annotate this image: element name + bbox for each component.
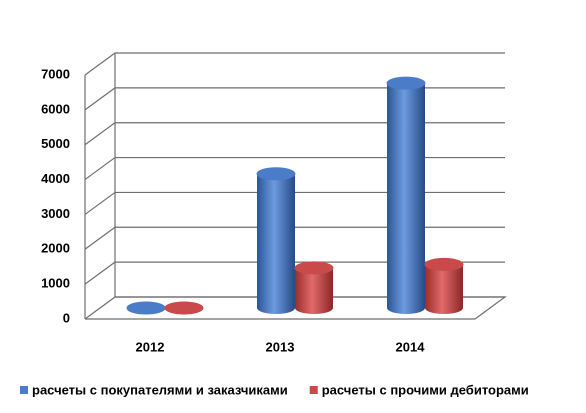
- bar-body: [257, 173, 295, 314]
- bar: [256, 167, 296, 314]
- bar-top: [424, 257, 464, 271]
- grid-line: [84, 296, 505, 320]
- bar: [294, 261, 334, 314]
- bar-top: [256, 167, 296, 181]
- bar-top: [386, 76, 426, 90]
- bar-body: [425, 264, 463, 314]
- bar-top: [164, 301, 204, 315]
- bar-top: [294, 261, 334, 275]
- bar: [424, 257, 464, 314]
- legend-label: расчеты с покупателями и заказчиками: [32, 382, 288, 397]
- bar: [164, 301, 204, 315]
- y-tick-label: 1000: [41, 276, 70, 291]
- y-tick-label: 6000: [41, 101, 70, 116]
- y-tick-label: 4000: [41, 171, 70, 186]
- y-tick-label: 7000: [41, 66, 70, 81]
- x-tick-label: 2012: [136, 339, 165, 354]
- legend-swatch: [309, 386, 318, 394]
- grid-line: [84, 87, 505, 111]
- bar-top: [126, 301, 166, 315]
- grid-line: [84, 156, 505, 181]
- bar: [386, 76, 426, 315]
- x-tick-label: 2014: [396, 339, 426, 354]
- bar-body: [387, 83, 425, 315]
- bar-body: [295, 267, 333, 314]
- y-tick-label: 0: [63, 310, 70, 325]
- grid-line: [84, 52, 505, 76]
- y-tick-label: 2000: [41, 241, 70, 256]
- bar: [126, 301, 166, 315]
- x-tick-label: 2013: [266, 339, 295, 354]
- grid-line: [84, 122, 505, 146]
- legend-swatch: [20, 386, 28, 394]
- grid-line: [84, 261, 505, 285]
- y-tick-label: 3000: [41, 206, 70, 221]
- grid-line: [84, 191, 505, 215]
- grid-line: [84, 226, 505, 250]
- y-tick-label: 5000: [41, 136, 70, 151]
- legend-label: расчеты с прочими дебиторами: [322, 382, 529, 397]
